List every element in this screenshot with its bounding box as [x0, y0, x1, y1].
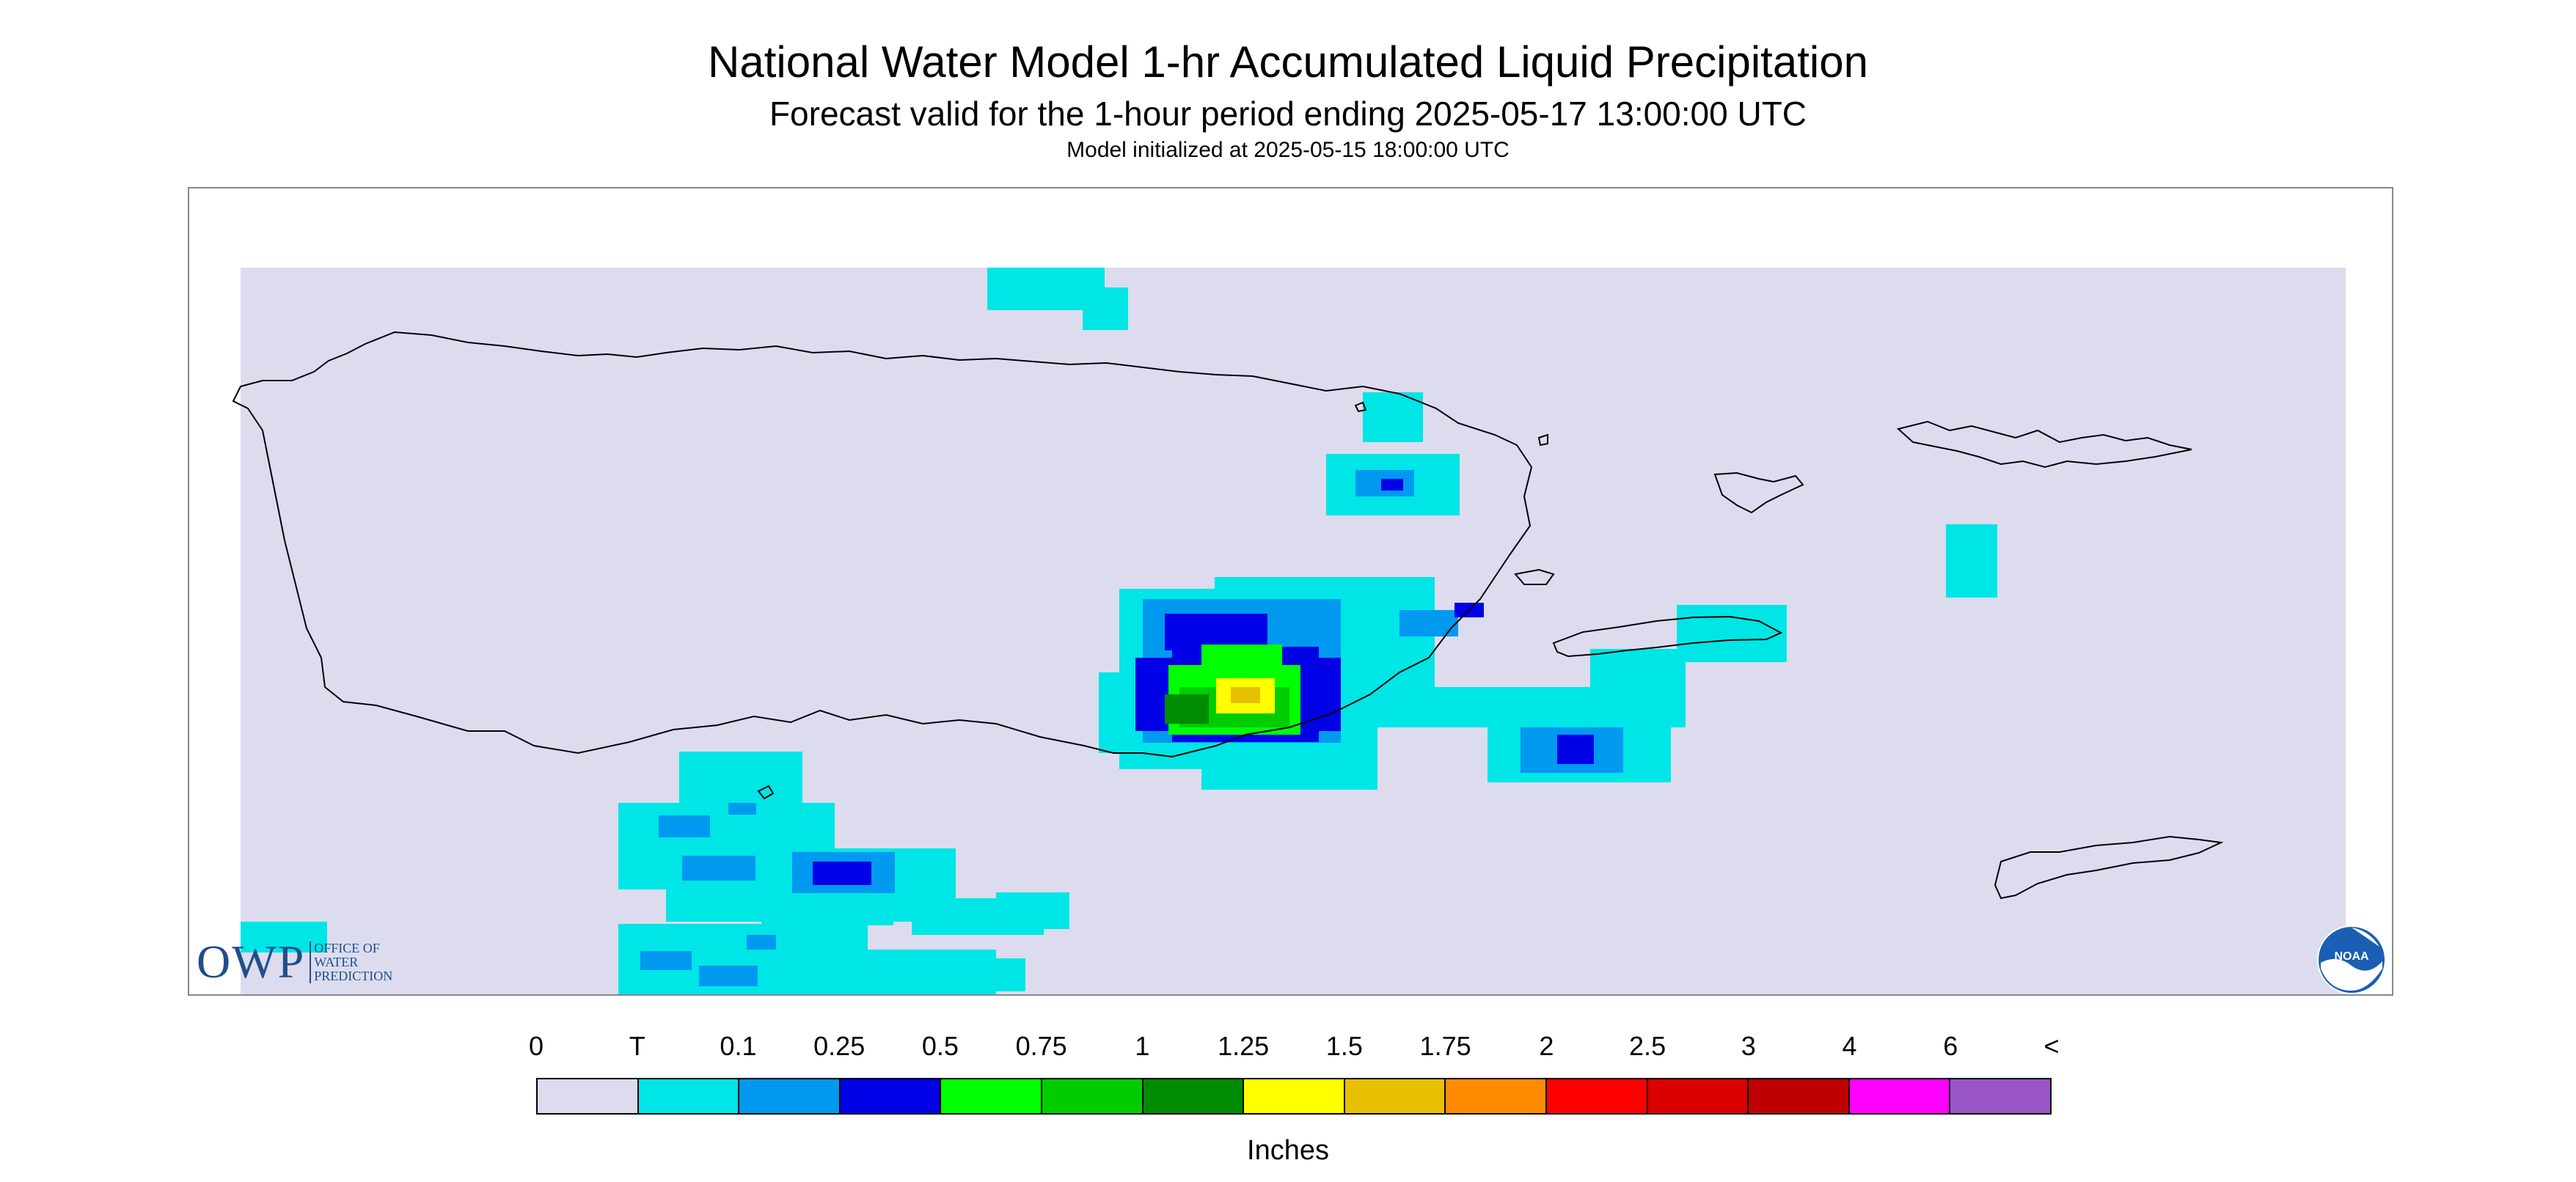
bvi-coastline [1896, 420, 2192, 469]
precip-cell-east [1946, 524, 1997, 598]
owp-logo-letters: OWP [197, 936, 306, 988]
legend-units: Inches [1247, 1135, 1329, 1166]
legend-label-8: 1.5 [1325, 1031, 1363, 1061]
legend-label-14: 6 [1943, 1031, 1958, 1061]
precip-cell-northeast [1326, 392, 1460, 515]
legend-label-11: 2.5 [1629, 1031, 1666, 1061]
vieques-coastline [1552, 615, 1783, 658]
legend-swatch-9 [1446, 1079, 1547, 1113]
legend-label-1: T [629, 1031, 645, 1061]
precip-cell-corner [241, 922, 327, 952]
legend-label-12: 3 [1741, 1031, 1756, 1061]
precip-cell-central-storm [1099, 577, 1484, 790]
map-subtitle: Forecast valid for the 1-hour period end… [769, 95, 1807, 133]
precipitation-map-canvas [232, 268, 2346, 994]
legend-swatch-4 [941, 1079, 1042, 1113]
legend-swatch-2 [739, 1079, 841, 1113]
legend-swatch-0 [538, 1079, 639, 1113]
legend-label-9: 1.75 [1419, 1031, 1471, 1061]
legend-swatch-11 [1647, 1079, 1749, 1113]
legend-label-2: 0.1 [720, 1031, 757, 1061]
islet-coastline-2 [1537, 433, 1548, 447]
legend-label-13: 4 [1842, 1031, 1857, 1061]
mona-island-coastline [757, 785, 775, 800]
legend-label-4: 0.5 [921, 1031, 959, 1061]
legend-label-3: 0.25 [813, 1031, 866, 1061]
coastline-outlines [232, 331, 2224, 900]
owp-logo-line-1: OFFICE OF [314, 940, 380, 955]
legend-label-5: 0.75 [1015, 1031, 1067, 1061]
st-thomas-coastline [1713, 471, 1804, 514]
legend-labels: 0 T 0.1 0.25 0.5 0.75 1 1.25 1.5 1.75 2 2.5 3 4 6 < [0, 1031, 2576, 1068]
legend-swatch-12 [1749, 1079, 1850, 1113]
legend-swatch-7 [1244, 1079, 1345, 1113]
legend-swatch-10 [1546, 1079, 1648, 1113]
owp-logo-fullname: OFFICE OF WATER PREDICTION [310, 941, 392, 983]
precip-cell-north [987, 268, 1128, 330]
st-croix-coastline [1994, 835, 2224, 900]
model-init-line: Model initialized at 2025-05-15 18:00:00… [1066, 138, 1510, 162]
legend-swatch-8 [1344, 1079, 1446, 1113]
precip-cell-southwest [618, 752, 1069, 994]
legend-label-15: < [2043, 1031, 2060, 1061]
owp-logo-line-3: PREDICTION [314, 968, 393, 983]
legend-label-7: 1.25 [1218, 1031, 1270, 1061]
legend-label-10: 2 [1539, 1031, 1554, 1061]
noaa-logo: NOAA [2317, 925, 2386, 994]
legend-color-bar [536, 1078, 2052, 1115]
legend-label-0: 0 [528, 1031, 544, 1061]
owp-logo-line-2: WATER [314, 954, 359, 969]
legend-swatch-3 [840, 1079, 942, 1113]
noaa-logo-text: NOAA [2334, 950, 2369, 963]
legend-label-6: 1 [1135, 1031, 1150, 1061]
culebra-coastline [1514, 568, 1555, 585]
legend-swatch-5 [1042, 1079, 1144, 1113]
legend-swatch-6 [1143, 1079, 1245, 1113]
islet-coastline-1 [1354, 401, 1367, 413]
owp-logo: OWP OFFICE OF WATER PREDICTION [197, 936, 392, 988]
precip-cell-vieques [1377, 605, 1787, 782]
legend-swatch-13 [1849, 1079, 1951, 1113]
puerto-rico-coastline [232, 331, 1533, 758]
map-title: National Water Model 1-hr Accumulated Li… [708, 37, 1868, 87]
legend-swatch-14 [1950, 1079, 2050, 1113]
legend-swatch-1 [638, 1079, 740, 1113]
precipitation-map: OWP OFFICE OF WATER PREDICTION NOAA [188, 187, 2393, 996]
